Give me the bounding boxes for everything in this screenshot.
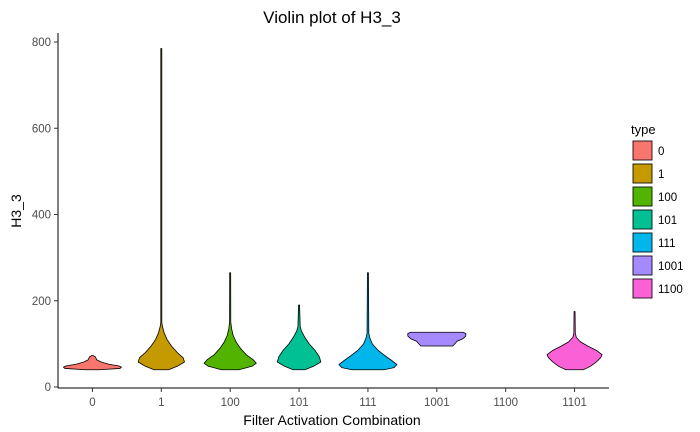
violin-1001: [407, 331, 467, 347]
violin-100: [203, 272, 257, 371]
y-tick-label: 600: [32, 123, 51, 135]
legend-label-111: 111: [658, 238, 675, 250]
legend-swatch-0: [632, 140, 653, 161]
violin-101: [276, 304, 322, 371]
x-tick-label: 101: [289, 397, 308, 409]
legend-swatch-1100: [632, 278, 653, 299]
y-axis-title: H3_3: [8, 194, 24, 228]
chart-title: Violin plot of H3_3: [263, 8, 401, 27]
y-tick-label: 0: [45, 382, 51, 394]
y-tick-label: 800: [32, 37, 51, 49]
x-tick-label: 1001: [424, 397, 450, 409]
x-tick-label: 1101: [562, 397, 587, 409]
violin-0: [63, 355, 122, 371]
legend-label-100: 100: [658, 192, 677, 204]
violin-1: [137, 48, 185, 371]
legend-label-1001: 1001: [658, 261, 684, 273]
legend-label-1: 1: [658, 169, 664, 181]
legend-label-101: 101: [658, 215, 677, 227]
legend-swatch-101: [632, 209, 653, 230]
violin-111: [338, 272, 398, 371]
legend-label-0: 0: [658, 146, 664, 158]
legend-swatch-1001: [632, 255, 653, 276]
x-tick-label: 1: [158, 397, 164, 409]
x-tick-label: 111: [359, 397, 376, 409]
x-axis-title: Filter Activation Combination: [243, 412, 420, 428]
legend-label-1100: 1100: [658, 284, 683, 296]
x-tick-label: 1100: [493, 397, 518, 409]
legend-swatch-1: [632, 163, 653, 184]
x-axis-ticks: 0 1 100 101 111 1001 1100 1101: [89, 388, 587, 409]
x-tick-label: 100: [221, 397, 240, 409]
legend-title: type: [631, 122, 656, 137]
legend-swatch-111: [632, 232, 653, 253]
y-tick-label: 200: [32, 296, 51, 308]
legend-swatch-100: [632, 186, 653, 207]
y-tick-label: 400: [32, 210, 51, 222]
plot-area: [63, 48, 603, 371]
violin-1101: [546, 311, 603, 371]
y-axis-ticks: 0 200 400 600 800: [32, 37, 58, 394]
x-tick-label: 0: [89, 397, 95, 409]
